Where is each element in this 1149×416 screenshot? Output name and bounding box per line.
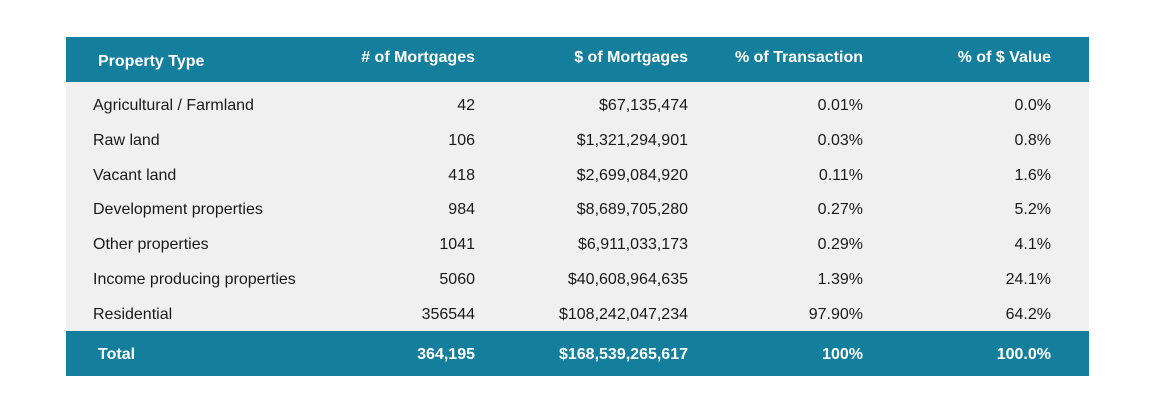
- header-pct-dollar-value: % of $ Value: [957, 49, 1051, 66]
- table-header-row: Property Type # of Mortgages $ of Mortga…: [66, 37, 1089, 82]
- total-pct-dollar-value: 100.0%: [996, 346, 1051, 363]
- total-dollar-mortgages: $168,539,265,617: [558, 346, 688, 363]
- cell-pct-dollar-value: 0.0%: [1014, 97, 1051, 114]
- header-dollar-mortgages: $ of Mortgages: [574, 49, 688, 66]
- table-row: Raw land 106 $1,321,294,901 0.03% 0.8%: [66, 123, 1089, 158]
- cell-dollar-mortgages: $2,699,084,920: [576, 166, 688, 184]
- cell-num-mortgages: 42: [457, 97, 475, 114]
- cell-pct-dollar-value: 1.6%: [1014, 166, 1051, 184]
- table-row: Development properties 984 $8,689,705,28…: [66, 192, 1089, 227]
- total-num-mortgages: 364,195: [417, 346, 475, 363]
- cell-property-type: Vacant land: [93, 166, 177, 184]
- total-label: Total: [98, 346, 136, 363]
- cell-pct-dollar-value: 0.8%: [1014, 131, 1051, 149]
- table-row: Vacant land 418 $2,699,084,920 0.11% 1.6…: [66, 158, 1089, 193]
- table-row: Income producing properties 5060 $40,608…: [66, 262, 1089, 297]
- cell-pct-transaction: 0.03%: [817, 131, 863, 149]
- mortgage-table: Property Type # of Mortgages $ of Mortga…: [66, 37, 1089, 376]
- cell-property-type: Raw land: [93, 131, 160, 149]
- cell-num-mortgages: 356544: [421, 305, 475, 323]
- cell-num-mortgages: 984: [448, 201, 475, 219]
- table-row: Agricultural / Farmland 42 $67,135,474 0…: [66, 88, 1089, 123]
- cell-pct-transaction: 1.39%: [817, 270, 863, 288]
- cell-property-type: Residential: [93, 305, 173, 323]
- cell-num-mortgages: 106: [448, 131, 475, 149]
- header-pct-transaction: % of Transaction: [734, 49, 863, 66]
- cell-dollar-mortgages: $67,135,474: [599, 97, 688, 114]
- cell-pct-dollar-value: 64.2%: [1005, 305, 1051, 323]
- cell-pct-transaction: 0.29%: [817, 236, 863, 254]
- cell-num-mortgages: 418: [448, 166, 475, 184]
- cell-pct-transaction: 0.11%: [818, 166, 863, 184]
- cell-pct-dollar-value: 24.1%: [1005, 270, 1051, 288]
- cell-pct-dollar-value: 5.2%: [1014, 201, 1051, 219]
- cell-dollar-mortgages: $6,911,033,173: [577, 236, 688, 254]
- table-row: Residential 356544 $108,242,047,234 97.9…: [66, 297, 1089, 332]
- cell-num-mortgages: 5060: [439, 270, 475, 288]
- cell-property-type: Other properties: [93, 236, 209, 254]
- table-body: Agricultural / Farmland 42 $67,135,474 0…: [66, 88, 1089, 332]
- header-num-mortgages: # of Mortgages: [361, 49, 475, 66]
- table-row: Other properties 1041 $6,911,033,173 0.2…: [66, 227, 1089, 262]
- cell-property-type: Development properties: [93, 201, 263, 219]
- header-property-type: Property Type: [98, 53, 205, 70]
- cell-dollar-mortgages: $108,242,047,234: [558, 305, 688, 323]
- table-total-row: Total 364,195 $168,539,265,617 100% 100.…: [66, 331, 1089, 376]
- cell-property-type: Income producing properties: [93, 270, 296, 288]
- cell-pct-dollar-value: 4.1%: [1014, 236, 1051, 254]
- total-pct-transaction: 100%: [822, 346, 863, 363]
- cell-dollar-mortgages: $1,321,294,901: [576, 131, 688, 149]
- cell-property-type: Agricultural / Farmland: [93, 97, 254, 114]
- cell-dollar-mortgages: $40,608,964,635: [567, 270, 688, 288]
- cell-pct-transaction: 0.27%: [817, 201, 863, 219]
- cell-pct-transaction: 0.01%: [817, 97, 863, 114]
- cell-pct-transaction: 97.90%: [808, 305, 863, 323]
- cell-dollar-mortgages: $8,689,705,280: [576, 201, 688, 219]
- cell-num-mortgages: 1041: [439, 236, 475, 254]
